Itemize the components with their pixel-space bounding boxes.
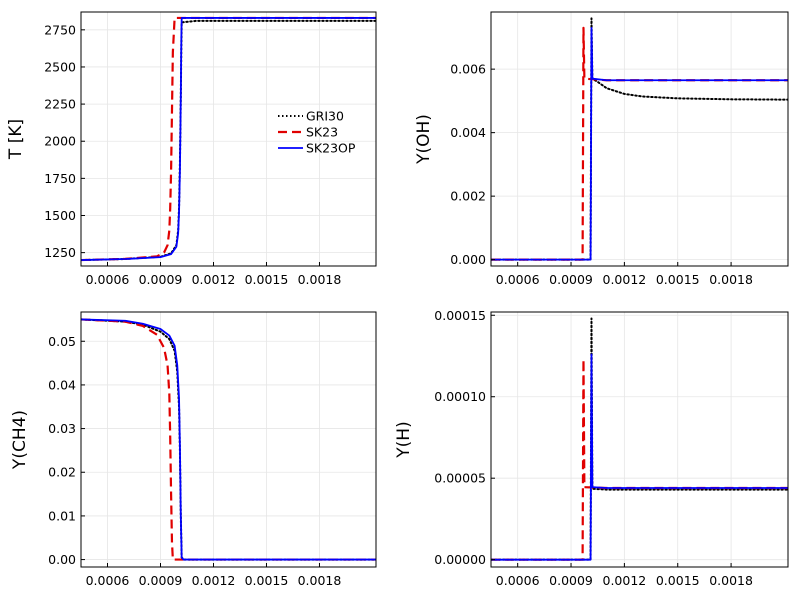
plot-frame (80, 11, 377, 267)
y-axis-title: T [K] (6, 119, 26, 160)
x-tick-label: 0.0015 (656, 272, 700, 287)
y-tick-label: 0.00000 (434, 552, 486, 567)
y-tick-label: 0.00010 (434, 389, 486, 404)
y-tick-label: 0.00015 (434, 308, 486, 323)
panel-3: 0.0006 0.0009 0.0012 0.0015 0.0018 0.00 0.01 0.… (10, 311, 377, 588)
y-tick-label: 0.004 (450, 125, 486, 140)
series-line-sk23op (81, 17, 376, 261)
series-line-sk23op (81, 318, 376, 561)
x-tick-label: 0.0018 (298, 272, 342, 287)
x-tick-label: 0.0006 (496, 573, 540, 588)
y-tick-label: 0.04 (48, 377, 76, 392)
x-tick-label: 0.0012 (192, 272, 236, 287)
panel-4: 0.0006 0.0009 0.0012 0.0015 0.0018 0.00000 0.0… (394, 308, 789, 588)
panel-2: 0.0006 0.0009 0.0012 0.0015 0.0018 0.000 0.002… (414, 11, 789, 287)
y-axis-title: Y(CH4) (10, 410, 30, 470)
x-tick-label: 0.0015 (656, 573, 700, 588)
y-tick-label: 0.02 (48, 465, 76, 480)
y-tick-label: 1500 (44, 208, 76, 223)
x-tick-label: 0.0009 (549, 573, 593, 588)
y-tick-label: 0.000 (450, 252, 486, 267)
y-axis-title: Y(H) (394, 421, 414, 458)
plot-frame (490, 11, 789, 267)
series-line-sk23 (491, 358, 788, 561)
x-tick-label: 0.0018 (709, 272, 753, 287)
series-line-gri30 (491, 317, 788, 561)
x-tick-label: 0.0015 (245, 272, 289, 287)
legend-label: GRI30 (306, 109, 344, 124)
x-tick-label: 0.0012 (603, 573, 647, 588)
series-line-sk23 (81, 318, 376, 561)
panel-1: 0.0006 0.0009 0.0012 0.0015 0.0018 1250 1500 17… (6, 11, 377, 287)
y-tick-label: 2750 (44, 22, 76, 37)
x-tick-label: 0.0009 (549, 272, 593, 287)
y-tick-label: 0.03 (48, 421, 76, 436)
series-line-gri30 (491, 17, 788, 261)
x-tick-label: 0.0006 (86, 272, 130, 287)
plot-frame (490, 311, 789, 568)
y-tick-label: 0.006 (450, 62, 486, 77)
series-line-sk23 (81, 16, 376, 262)
y-tick-label: 2500 (44, 59, 76, 74)
x-tick-label: 0.0006 (86, 573, 130, 588)
series-line-gri30 (81, 318, 376, 561)
x-tick-label: 0.0012 (603, 272, 647, 287)
y-tick-label: 0.01 (48, 508, 76, 523)
x-tick-label: 0.0009 (139, 573, 183, 588)
x-tick-label: 0.0018 (298, 573, 342, 588)
x-tick-label: 0.0006 (496, 272, 540, 287)
series-line-sk23op (491, 26, 788, 261)
y-tick-label: 0.00005 (434, 471, 486, 486)
series-line-sk23op (491, 353, 788, 561)
y-tick-label: 1750 (44, 171, 76, 186)
y-tick-label: 0.05 (48, 334, 76, 349)
x-tick-label: 0.0015 (245, 573, 289, 588)
x-tick-label: 0.0012 (192, 573, 236, 588)
y-axis-title: Y(OH) (414, 114, 434, 165)
series-line-sk23 (491, 26, 788, 261)
x-tick-label: 0.0009 (139, 272, 183, 287)
y-tick-label: 1250 (44, 245, 76, 260)
x-tick-label: 0.0018 (709, 573, 753, 588)
legend-label: SK23 (306, 125, 338, 140)
plot-frame (80, 311, 377, 568)
y-tick-label: 0.002 (450, 189, 486, 204)
y-tick-label: 2000 (44, 134, 76, 149)
y-tick-label: 0.00 (48, 552, 76, 567)
y-tick-label: 2250 (44, 97, 76, 112)
legend-label: SK23OP (306, 141, 356, 156)
